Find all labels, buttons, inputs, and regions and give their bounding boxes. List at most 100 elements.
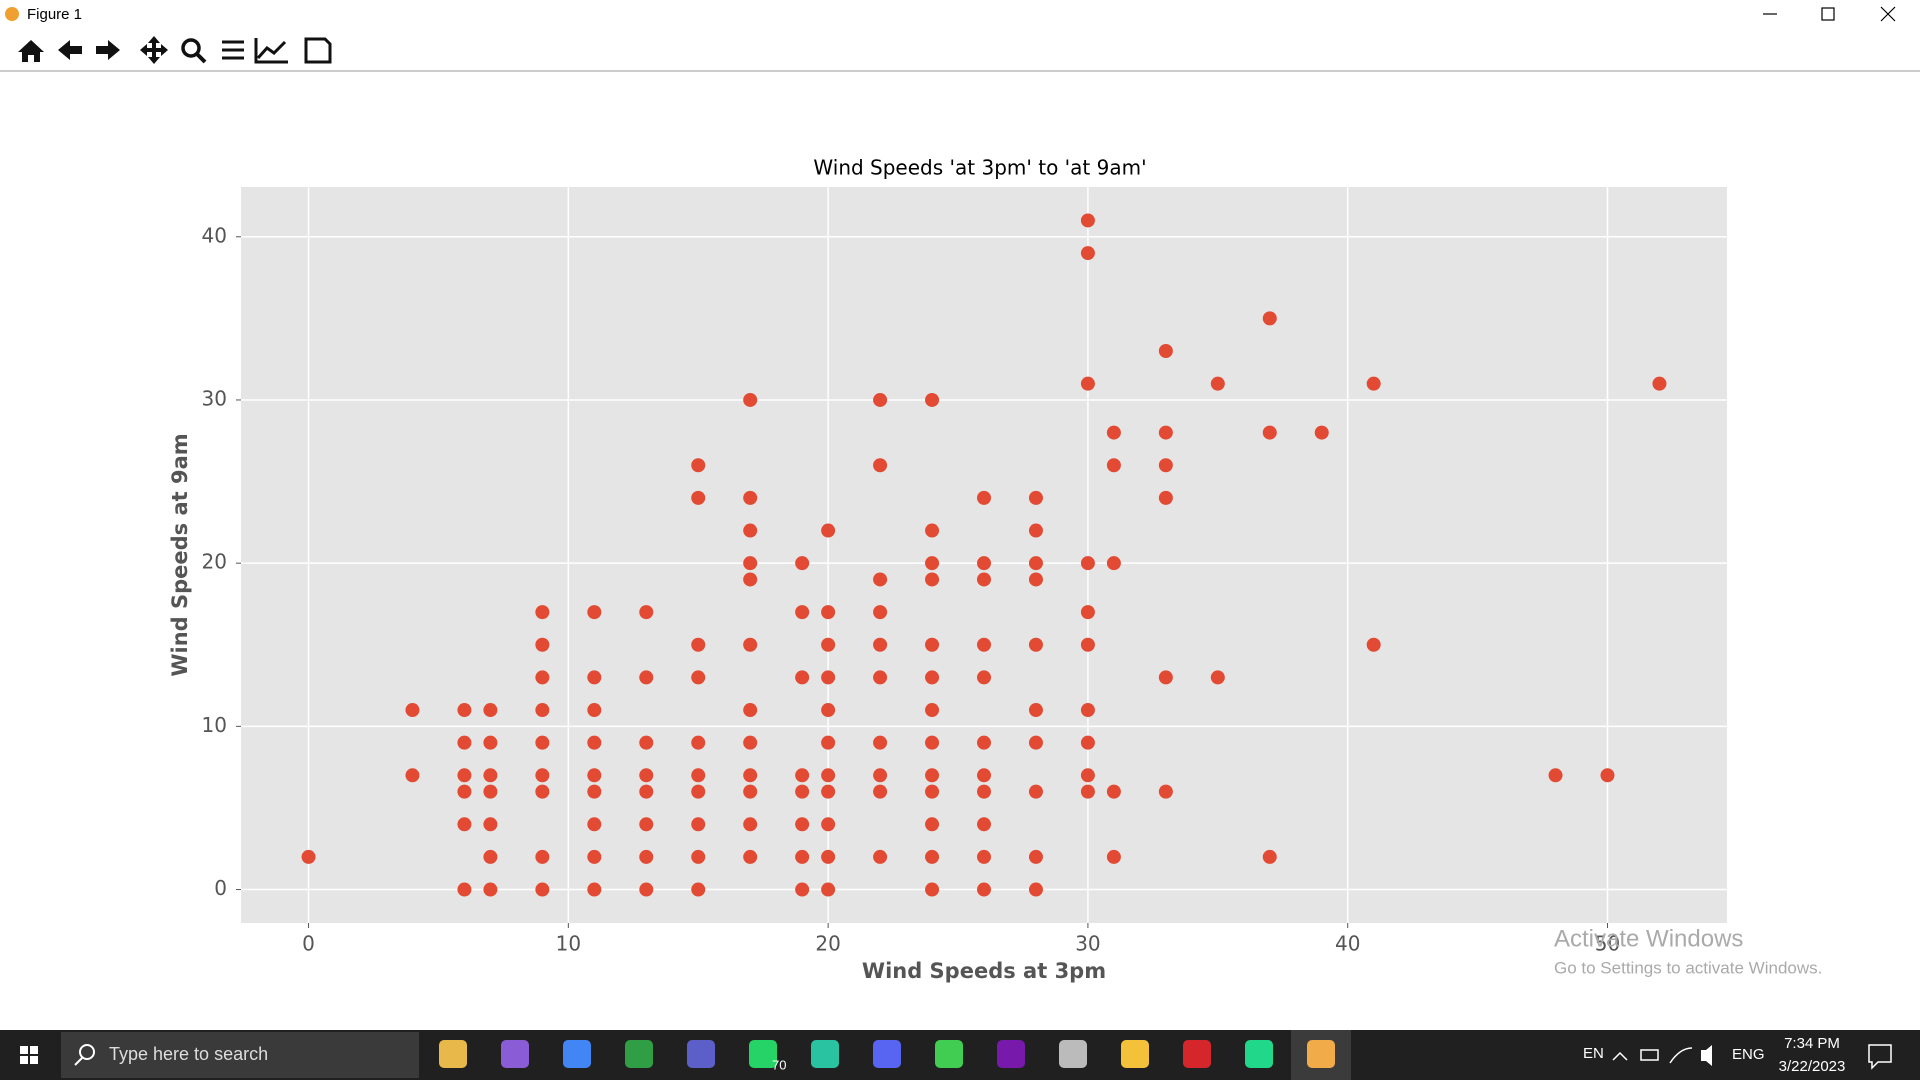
- taskbar-app[interactable]: [811, 1040, 839, 1068]
- scatter-point: [691, 637, 706, 652]
- scatter-point: [1028, 572, 1043, 587]
- scatter-point: [457, 882, 472, 897]
- scatter-point: [691, 784, 706, 799]
- taskbar-app[interactable]: [873, 1040, 901, 1068]
- zoom-button[interactable]: [181, 38, 201, 58]
- scatter-point: [743, 523, 758, 538]
- scatter-point: [1028, 523, 1043, 538]
- taskbar-app[interactable]: [563, 1040, 591, 1068]
- scatter-point: [925, 784, 940, 799]
- scatter-point: [925, 768, 940, 783]
- taskbar-app[interactable]: [501, 1040, 529, 1068]
- scatter-point: [483, 768, 498, 783]
- taskbar-app[interactable]: [1183, 1040, 1211, 1068]
- search-box[interactable]: [61, 1032, 419, 1078]
- scatter-point: [457, 784, 472, 799]
- taskbar-app[interactable]: [997, 1040, 1025, 1068]
- taskbar-app[interactable]: [687, 1040, 715, 1068]
- save-button[interactable]: [304, 37, 332, 64]
- taskbar-app[interactable]: [1307, 1040, 1335, 1068]
- scatter-point: [1028, 490, 1043, 505]
- scatter-point: [1080, 768, 1095, 783]
- scatter-point: [639, 735, 654, 750]
- scatter-point: [925, 735, 940, 750]
- home-button[interactable]: [18, 40, 44, 62]
- taskbar-app[interactable]: [1245, 1040, 1273, 1068]
- scatter-point: [1158, 784, 1173, 799]
- taskbar-app[interactable]: [749, 1040, 777, 1068]
- scatter-point: [873, 392, 888, 407]
- scatter-point: [639, 605, 654, 620]
- back-button[interactable]: [58, 40, 82, 60]
- scatter-point: [1106, 849, 1121, 864]
- scatter-point: [1106, 425, 1121, 440]
- scatter-point: [977, 556, 991, 571]
- x-tick-label: 0: [302, 932, 315, 956]
- scatter-point: [977, 670, 991, 685]
- start-tile: [20, 1046, 28, 1054]
- tray-chevron[interactable]: [1612, 1051, 1628, 1061]
- scatter-point: [1158, 425, 1173, 440]
- active-app-highlight: [1291, 1030, 1351, 1080]
- pan-button[interactable]: [140, 36, 168, 64]
- scatter-point: [639, 817, 654, 832]
- scatter-point: [873, 572, 888, 587]
- scatter-point: [873, 637, 888, 652]
- scatter-point: [743, 703, 758, 718]
- start-button[interactable]: [20, 1046, 38, 1064]
- taskbar-app[interactable]: [625, 1040, 653, 1068]
- wifi-icon[interactable]: [1669, 1047, 1693, 1064]
- scatter-point: [535, 784, 550, 799]
- scatter-point: [483, 703, 498, 718]
- scatter-point: [977, 637, 991, 652]
- scatter-point: [483, 735, 498, 750]
- configure-button[interactable]: [222, 40, 244, 60]
- zoom-handle: [195, 52, 207, 64]
- scatter-point: [925, 849, 940, 864]
- axes-button[interactable]: [254, 38, 288, 64]
- scatter-point: [821, 849, 836, 864]
- scatter-point: [639, 670, 654, 685]
- scatter-point: [483, 784, 498, 799]
- scatter-point: [925, 670, 940, 685]
- x-tick-label: 20: [815, 932, 840, 956]
- scatter-point: [743, 849, 758, 864]
- scatter-point: [1080, 703, 1095, 718]
- start-tile: [30, 1056, 38, 1064]
- scatter-point: [925, 392, 940, 407]
- notification-center[interactable]: [1868, 1044, 1892, 1070]
- taskbar-app[interactable]: [1059, 1040, 1087, 1068]
- scatter-point: [743, 556, 758, 571]
- scatter-point: [587, 735, 602, 750]
- language-short: EN: [1583, 1045, 1604, 1062]
- scatter-point: [691, 458, 706, 473]
- toolbar: [0, 29, 1920, 71]
- taskbar-app[interactable]: [439, 1040, 467, 1068]
- taskbar-app[interactable]: [935, 1040, 963, 1068]
- scatter-point: [977, 735, 991, 750]
- scatter-point: [587, 784, 602, 799]
- scatter-point: [1600, 768, 1615, 783]
- scatter-point: [821, 784, 836, 799]
- scatter-point: [691, 849, 706, 864]
- scatter-point: [977, 490, 991, 505]
- scatter-point: [1028, 784, 1043, 799]
- scatter-point: [821, 670, 836, 685]
- close-button[interactable]: [1880, 6, 1896, 22]
- restore-button[interactable]: [1821, 7, 1835, 21]
- scatter-point: [1366, 637, 1381, 652]
- watermark-subtitle: Go to Settings to activate Windows.: [1554, 958, 1822, 977]
- battery-icon[interactable]: [1640, 1049, 1659, 1061]
- scatter-point: [405, 703, 420, 718]
- scatter-point: [405, 768, 420, 783]
- clock-time: 7:34 PM: [1784, 1035, 1840, 1052]
- scatter-point: [1158, 458, 1173, 473]
- scatter-point: [691, 817, 706, 832]
- scatter-point: [925, 817, 940, 832]
- scatter-point: [587, 768, 602, 783]
- scatter-point: [1210, 670, 1225, 685]
- scatter-point: [925, 523, 940, 538]
- forward-button[interactable]: [96, 40, 120, 60]
- volume-icon[interactable]: [1701, 1045, 1712, 1066]
- taskbar-app[interactable]: [1121, 1040, 1149, 1068]
